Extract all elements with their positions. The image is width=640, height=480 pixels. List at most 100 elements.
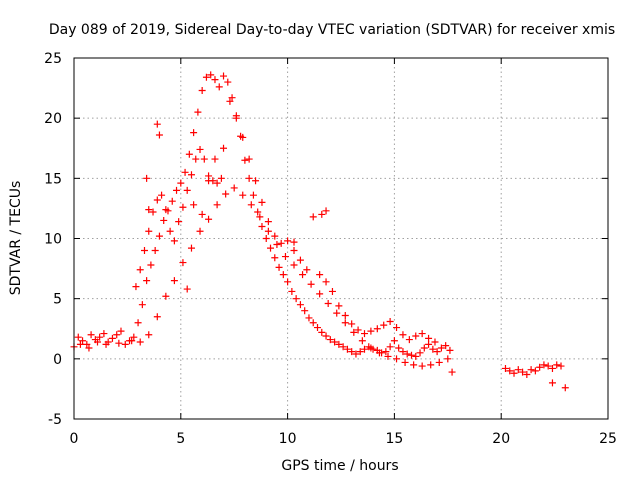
data-point (324, 299, 332, 307)
data-point (196, 227, 204, 235)
data-point (183, 186, 191, 194)
data-point (151, 247, 159, 255)
data-point (309, 213, 317, 221)
data-point (254, 208, 262, 216)
data-point (200, 155, 208, 163)
data-point (343, 345, 351, 353)
x-tick-label: 10 (279, 431, 297, 447)
y-tick-label: 10 (44, 232, 62, 248)
data-point (271, 254, 279, 262)
data-point (284, 278, 292, 286)
data-point (207, 71, 215, 79)
data-point (220, 72, 228, 80)
data-point (211, 76, 219, 84)
data-point (384, 352, 392, 360)
data-point (239, 191, 247, 199)
data-point (410, 361, 418, 369)
data-point (326, 336, 334, 344)
data-point (386, 343, 394, 351)
data-point (316, 290, 324, 298)
data-point (247, 201, 255, 209)
data-point (437, 344, 445, 352)
data-point (205, 215, 213, 223)
data-point (155, 131, 163, 139)
data-point (258, 222, 266, 230)
data-point (354, 326, 362, 334)
data-point (115, 339, 123, 347)
data-point (136, 338, 144, 346)
data-point (405, 336, 413, 344)
data-point (113, 331, 121, 339)
data-point (506, 367, 514, 375)
data-point (393, 324, 401, 332)
data-point (333, 309, 341, 317)
data-point (130, 333, 138, 341)
data-point (418, 362, 426, 370)
data-point (431, 338, 439, 346)
y-tick-label: -5 (48, 412, 62, 428)
data-point (83, 340, 91, 348)
x-axis-label: GPS time / hours (281, 458, 398, 474)
data-point (132, 283, 140, 291)
data-point (335, 302, 343, 310)
data-point (279, 271, 287, 279)
data-point (425, 334, 433, 342)
data-point (442, 342, 450, 350)
data-point (395, 344, 403, 352)
data-point (561, 384, 569, 392)
data-point (301, 307, 309, 315)
data-point (418, 330, 426, 338)
data-point (245, 174, 253, 182)
data-point (523, 370, 531, 378)
data-point (213, 179, 221, 187)
data-point (548, 379, 556, 387)
data-point (557, 362, 565, 370)
y-tick-label: 20 (44, 111, 62, 127)
axis-ticks: 0 5 10 15 20 25 -5 0 5 10 15 20 25 (44, 51, 617, 447)
data-point (446, 346, 454, 354)
data-point (407, 351, 415, 359)
data-point (328, 287, 336, 295)
data-point (224, 78, 232, 86)
data-point (121, 340, 129, 348)
y-tick-label: 0 (53, 352, 62, 368)
data-point (228, 94, 236, 102)
data-point (448, 368, 456, 376)
data-point (420, 344, 428, 352)
data-point (202, 73, 210, 81)
data-point (190, 201, 198, 209)
data-point (76, 340, 84, 348)
data-point (305, 314, 313, 322)
data-point (149, 208, 157, 216)
data-point (375, 349, 383, 357)
data-point (258, 198, 266, 206)
data-point (380, 321, 388, 329)
data-point (205, 177, 213, 185)
data-point (173, 186, 181, 194)
data-point (322, 207, 330, 215)
x-tick-label: 25 (599, 431, 617, 447)
data-point (262, 235, 270, 242)
data-point (367, 327, 375, 335)
data-point (192, 155, 200, 163)
data-point (177, 179, 185, 187)
x-tick-label: 15 (385, 431, 403, 447)
data-point (230, 184, 238, 192)
data-point (284, 237, 292, 245)
data-point (222, 190, 230, 198)
data-point (170, 237, 178, 245)
data-point (277, 239, 285, 247)
data-point (501, 364, 509, 372)
data-point (117, 327, 125, 335)
data-points (70, 71, 569, 392)
data-point (399, 331, 407, 339)
y-tick-label: 5 (53, 292, 62, 308)
data-point (292, 295, 300, 303)
data-point (322, 278, 330, 286)
data-point (316, 271, 324, 279)
data-point (217, 174, 225, 182)
data-point (153, 196, 161, 204)
data-point (143, 174, 151, 182)
data-point (341, 319, 349, 327)
data-point (185, 150, 193, 158)
